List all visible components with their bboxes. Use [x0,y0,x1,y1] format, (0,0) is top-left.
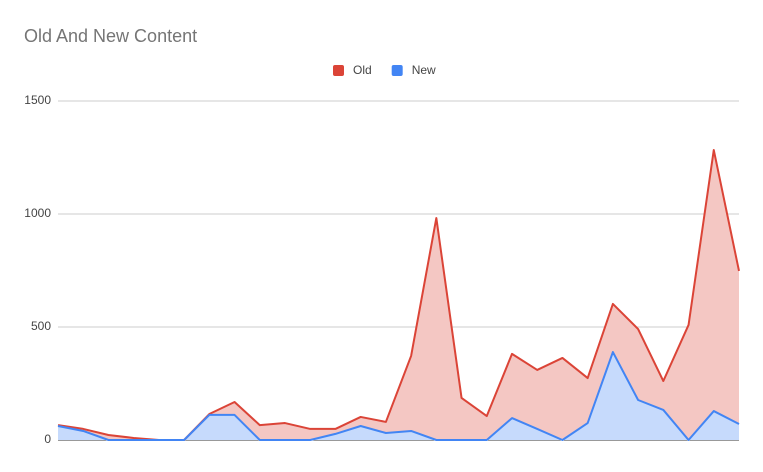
legend-swatch [391,65,403,76]
area [58,352,739,440]
y-tick-label: 1000 [24,206,51,220]
line [57,351,740,441]
area [58,150,739,441]
area-base [58,352,739,440]
area-base [58,150,739,441]
legend-label: New [412,63,436,77]
chart-title: Old And New Content [24,26,197,46]
y-tick-label: 1500 [24,93,51,107]
legend-swatch [333,65,344,76]
y-tick-label: 500 [31,319,51,333]
legend-label: Old [353,63,372,77]
y-tick-label: 0 [44,432,51,446]
